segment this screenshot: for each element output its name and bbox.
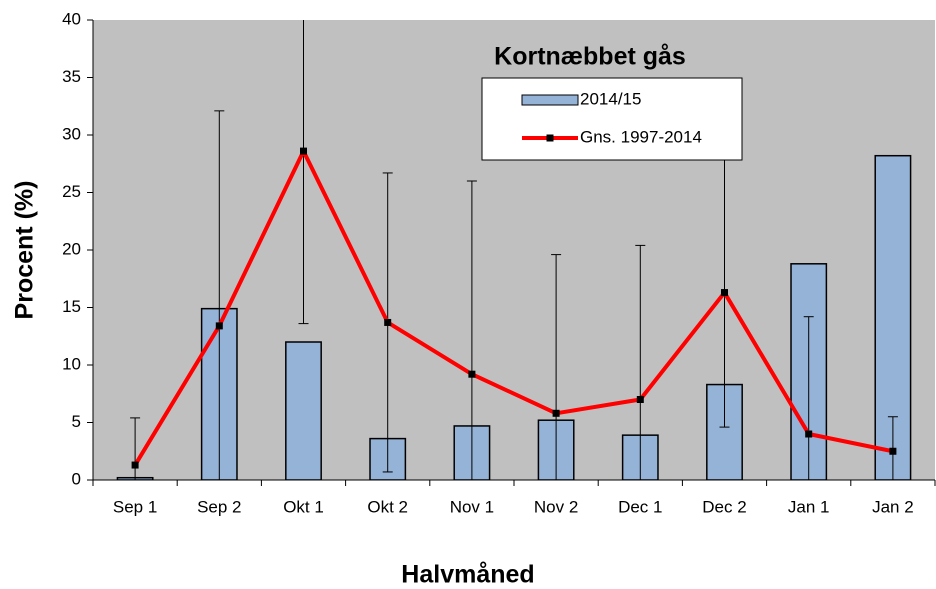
y-tick-label: 25: [62, 182, 81, 201]
y-tick-label: 40: [62, 9, 81, 28]
x-tick-label: Sep 1: [113, 497, 157, 516]
x-tick-label: Okt 1: [283, 497, 324, 516]
x-tick-label: Sep 2: [197, 497, 241, 516]
marker: [468, 370, 476, 378]
bar: [285, 341, 322, 480]
marker: [215, 322, 223, 330]
y-tick-label: 5: [72, 412, 81, 431]
legend-swatch: [521, 94, 579, 106]
y-axis-title: Procent (%): [11, 181, 39, 320]
x-tick-label: Okt 2: [367, 497, 408, 516]
marker: [300, 147, 307, 155]
y-tick-label: 0: [72, 469, 81, 488]
legend-label: Gns. 1997-2014: [580, 127, 702, 146]
x-tick-label: Nov 2: [534, 497, 578, 516]
y-tick-label: 15: [62, 297, 81, 316]
x-tick-label: Jan 2: [872, 497, 914, 516]
legend-label: 2014/15: [580, 89, 641, 108]
y-tick-label: 20: [62, 239, 81, 258]
marker: [131, 461, 139, 469]
x-axis-title: Halvmåned: [401, 561, 534, 589]
line: [133, 149, 894, 467]
y-tick-label: 35: [62, 67, 81, 86]
x-tick-label: Nov 1: [450, 497, 494, 516]
marker: [552, 409, 560, 417]
y-tick-label: 30: [62, 124, 81, 143]
legend: 2014/15 Gns. 1997-2014: [481, 77, 743, 161]
plot-content: [116, 20, 912, 480]
marker: [721, 289, 728, 297]
x-tick-label: Jan 1: [788, 497, 830, 516]
legend-marker: [546, 134, 554, 142]
y-tick-label: 10: [62, 354, 81, 373]
marker: [384, 318, 392, 326]
chart-title: Kortnæbbet gås: [494, 43, 686, 71]
marker: [805, 430, 813, 438]
x-tick-label: Dec 1: [618, 497, 662, 516]
marker: [636, 396, 644, 403]
legend-box: [481, 77, 743, 161]
x-tick-label: Dec 2: [702, 497, 746, 516]
marker: [889, 447, 897, 455]
